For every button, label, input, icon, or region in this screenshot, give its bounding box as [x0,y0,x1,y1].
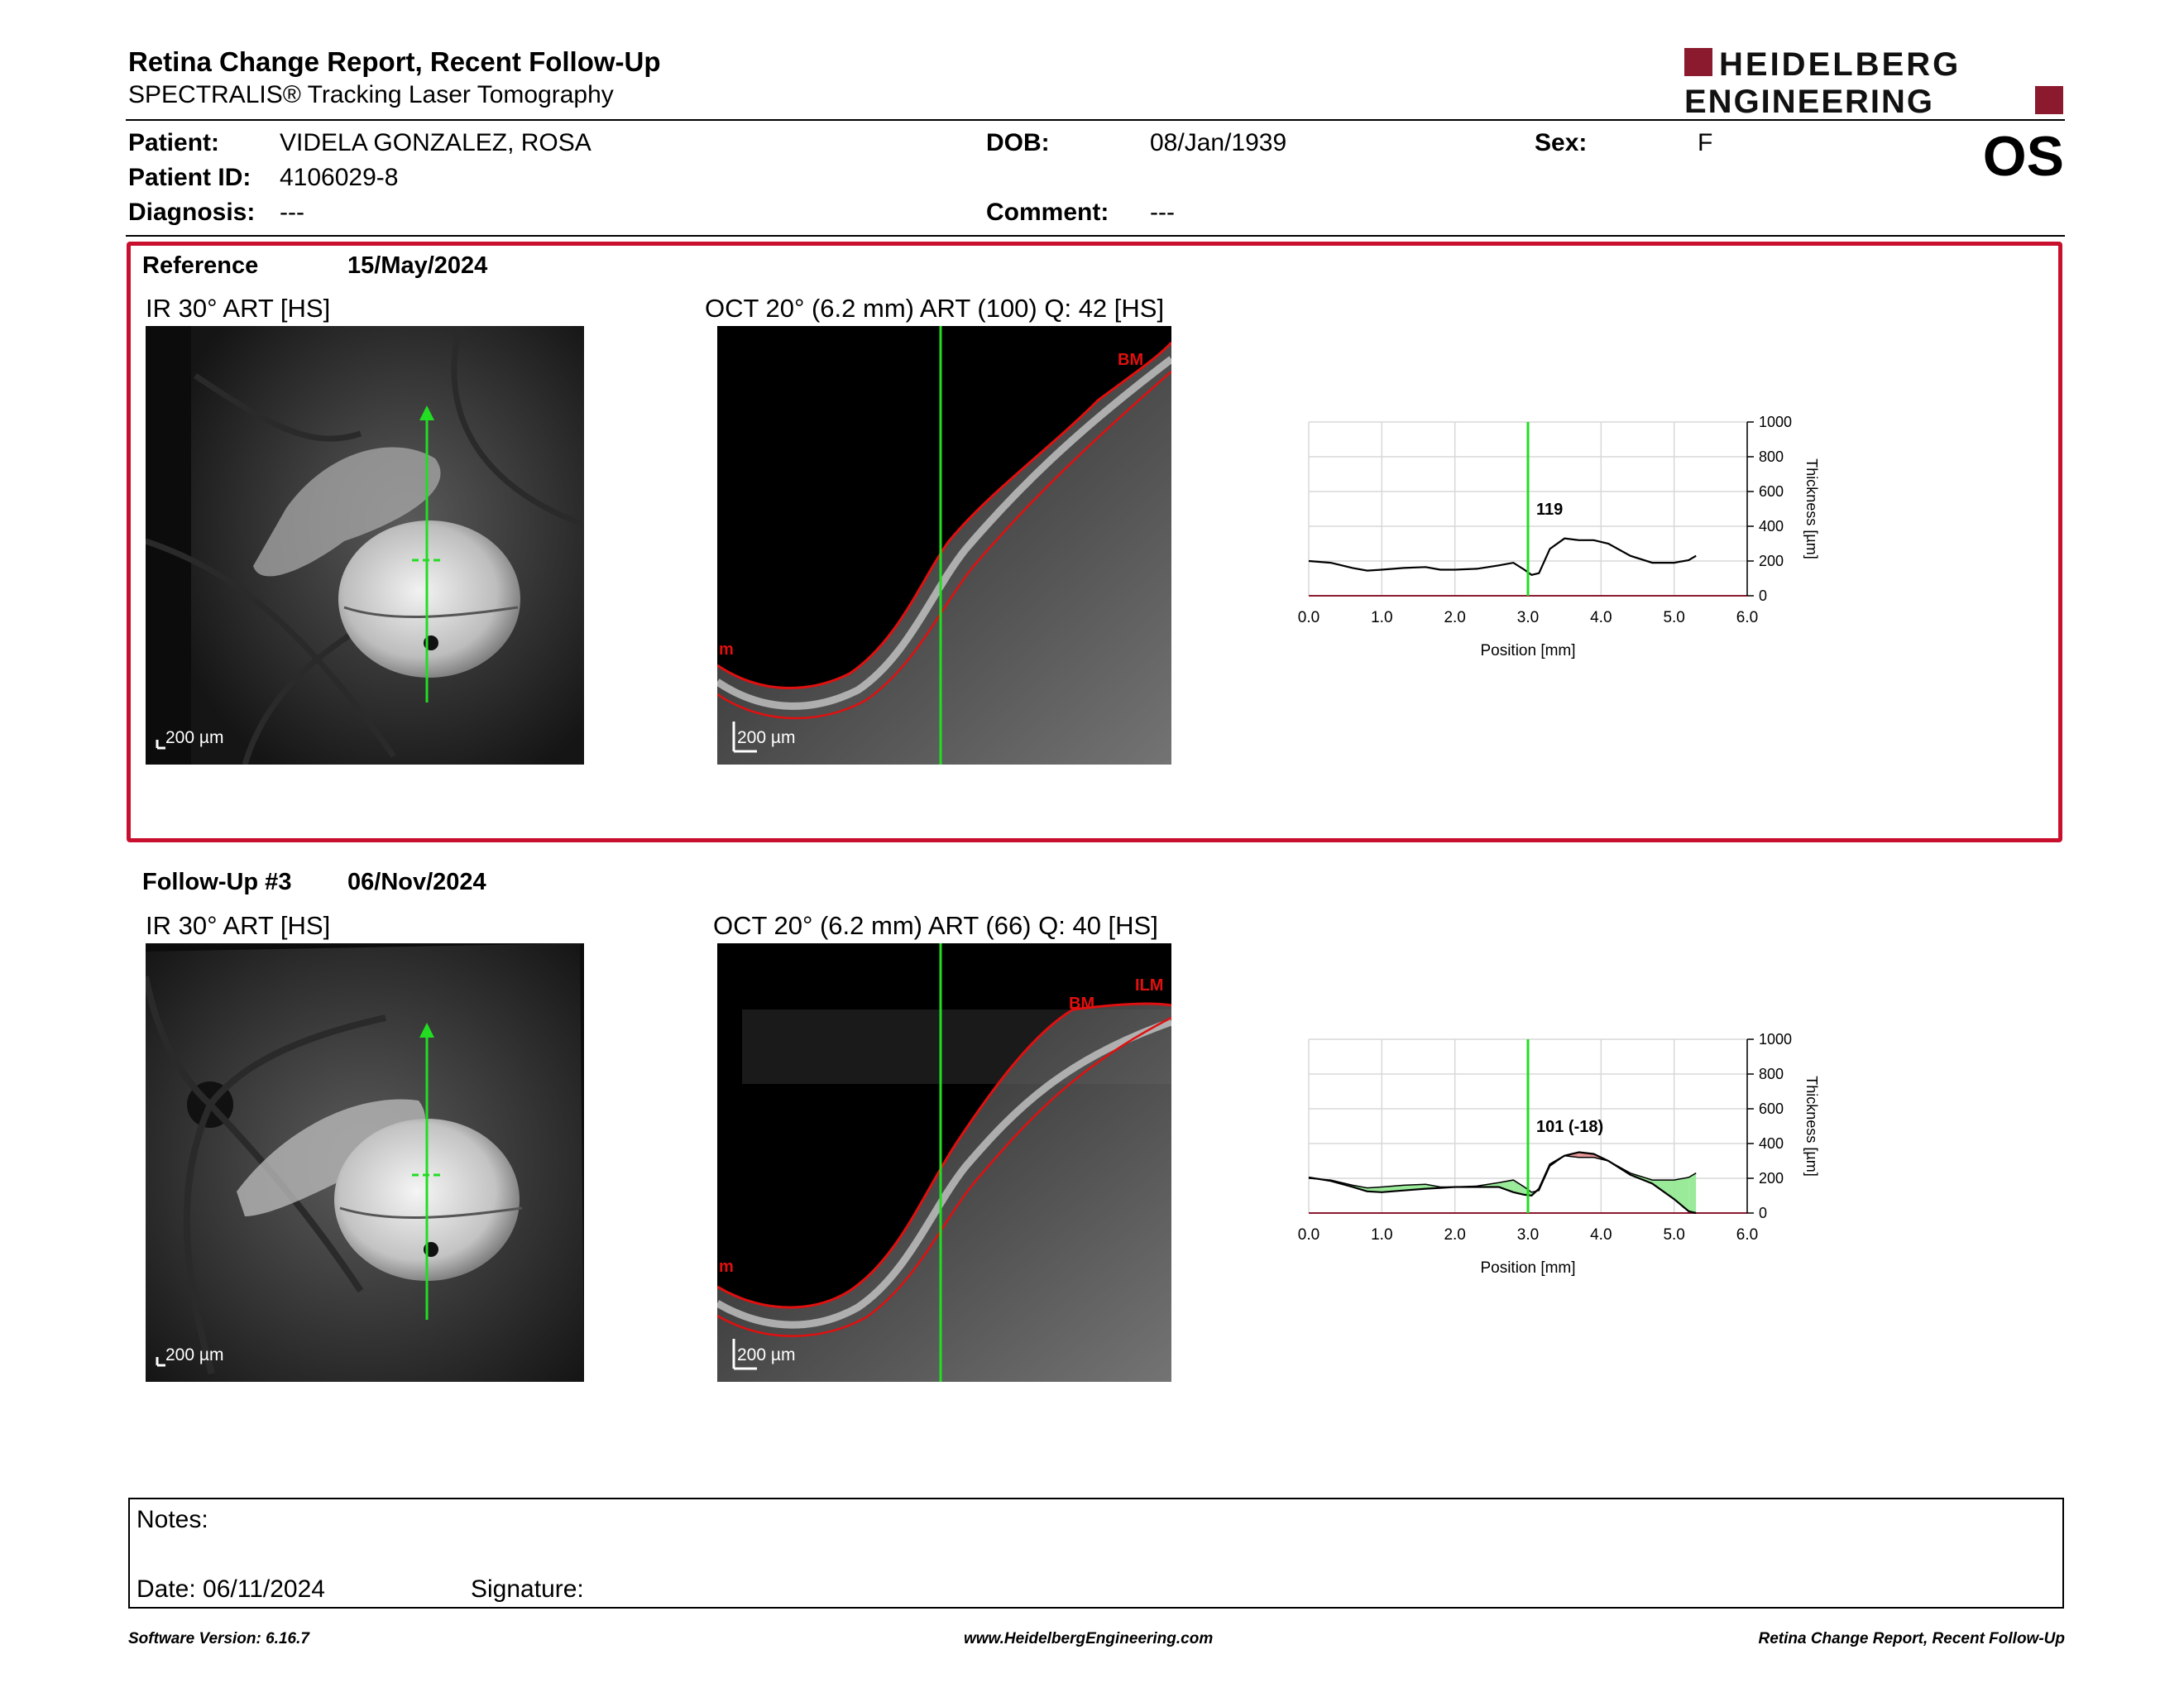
logo-square-top [1684,48,1712,76]
x-tick-label: 0.0 [1298,1226,1320,1244]
notes-label: Notes: [136,1506,208,1533]
x-tick-label: 3.0 [1517,609,1539,626]
report-subtitle: SPECTRALIS® Tracking Laser Tomography [128,81,614,108]
change-area [1498,1180,1514,1192]
diagnosis-label: Diagnosis: [128,199,256,226]
patient-label: Patient: [128,129,220,156]
heidelberg-logo: HEIDELBERG ENGINEERING [1684,46,2065,120]
change-area [1513,1180,1525,1195]
reference-oct-title: OCT 20° (6.2 mm) ART (100) Q: 42 [HS] [705,294,1165,323]
x-tick-label: 5.0 [1663,609,1684,626]
y-tick-label: 600 [1759,483,1784,500]
reference-thickness-chart: 0.0 1.0 2.0 3.0 4.0 5.0 6.0 0 200 400 600 800 1000 Po… [1291,405,1870,679]
reference-layer-tag: m [719,640,734,659]
x-tick-label: 6.0 [1736,609,1758,626]
y-tick-label: 0 [1759,1205,1767,1221]
notes-box[interactable]: Notes: Date: 06/11/2024 Signature: [128,1498,2064,1609]
followup-date: 06/Nov/2024 [347,869,486,895]
followup-ir-image[interactable]: 200 µm [146,943,584,1382]
reference-ir-title: IR 30° ART [HS] [146,294,331,323]
scan-arrow-icon [419,405,434,420]
date-label: Date: 06/11/2024 [136,1575,325,1603]
patient-divider [126,235,2065,237]
patient-id-label: Patient ID: [128,164,251,191]
y-tick-label: 400 [1759,1135,1784,1152]
sex-label: Sex: [1535,129,1588,156]
logo-text-2: ENGINEERING [1684,84,1934,119]
header-divider [126,119,2065,121]
reference-frame [127,242,2062,842]
footer-website[interactable]: www.HeidelbergEngineering.com [964,1630,1214,1647]
x-tick-label: 2.0 [1444,609,1465,626]
x-axis-label: Position [mm] [1480,1259,1575,1277]
reference-date: 15/May/2024 [347,252,488,279]
reference-ir-image[interactable]: 200 µm [146,326,584,765]
thickness-chart-svg: 0.0 1.0 2.0 3.0 4.0 5.0 6.00 200 400 600 800 1000 Po… [1298,414,1820,659]
x-tick-label: 2.0 [1444,1226,1465,1244]
followup-ir-scale: 200 µm [165,1345,224,1364]
y-axis-label: Thickness [µm] [1803,458,1820,559]
y-tick-label: 800 [1759,448,1784,465]
marker-value-label: 101 (-18) [1536,1118,1603,1136]
sex-value: F [1698,129,1713,156]
followup-bm-tag: BM [1069,995,1095,1013]
y-tick-label: 1000 [1759,414,1792,430]
thickness-line [1308,1154,1697,1193]
y-tick-label: 200 [1759,1170,1784,1187]
x-tick-label: 1.0 [1371,609,1392,626]
thickness-line [1308,1151,1697,1215]
y-tick-label: 200 [1759,553,1784,569]
x-tick-label: 6.0 [1736,1226,1758,1244]
eye-indicator: OS [1982,125,2064,188]
report-title: Retina Change Report, Recent Follow-Up [128,46,661,77]
patient-id: 4106029-8 [280,164,399,191]
reference-bm-tag: BM [1118,351,1144,369]
y-tick-label: 400 [1759,518,1784,535]
x-tick-label: 0.0 [1298,609,1320,626]
followup-ilm-tag: ILM [1135,976,1164,995]
reference-ir-scale: 200 µm [165,728,224,747]
x-tick-label: 1.0 [1371,1226,1392,1244]
patient-name: VIDELA GONZALEZ, ROSA [280,129,592,156]
followup-oct-scale: 200 µm [737,1345,796,1364]
followup-oct-title: OCT 20° (6.2 mm) ART (66) Q: 40 [HS] [713,911,1158,940]
y-tick-label: 600 [1759,1101,1784,1117]
marker-value-label: 119 [1536,501,1563,519]
x-axis-label: Position [mm] [1480,642,1575,659]
y-axis-label: Thickness [µm] [1803,1076,1820,1176]
diagnosis-value: --- [280,199,304,226]
x-tick-label: 5.0 [1663,1226,1684,1244]
dob-value: 08/Jan/1939 [1150,129,1287,156]
followup-thickness-chart: 0.0 1.0 2.0 3.0 4.0 5.0 6.0 0 200 400 600 800 1000 Po… [1291,1023,1870,1296]
thickness-chart-svg: 0.0 1.0 2.0 3.0 4.0 5.0 6.00 200 400 600 800 1000 Po… [1298,1031,1820,1277]
y-tick-label: 1000 [1759,1031,1792,1048]
followup-oct-image[interactable]: BM ILM m 200 µm [717,943,1171,1382]
scan-arrow-icon [419,1023,434,1038]
reference-oct-image[interactable]: BM m 200 µm [717,326,1171,765]
y-tick-label: 0 [1759,587,1767,604]
y-tick-label: 800 [1759,1066,1784,1082]
logo-square-bottom [2035,86,2063,114]
change-area [1674,1177,1689,1211]
followup-label: Follow-Up #3 [142,869,292,895]
comment-label: Comment: [986,199,1109,226]
signature-label: Signature: [471,1575,584,1603]
dob-label: DOB: [986,129,1050,156]
comment-value: --- [1150,199,1175,226]
footer-software-version: Software Version: 6.16.7 [128,1630,309,1647]
followup-layer-tag: m [719,1258,734,1276]
change-area [1688,1172,1697,1213]
x-tick-label: 4.0 [1590,1226,1612,1244]
reference-oct-scale: 200 µm [737,728,796,747]
reference-label: Reference [142,252,259,279]
x-tick-label: 3.0 [1517,1226,1539,1244]
logo-text-1: HEIDELBERG [1719,46,1961,83]
followup-ir-title: IR 30° ART [HS] [146,911,331,940]
x-tick-label: 4.0 [1590,609,1612,626]
footer-report-name: Retina Change Report, Recent Follow-Up [1758,1630,2065,1647]
thickness-line [1308,537,1697,576]
